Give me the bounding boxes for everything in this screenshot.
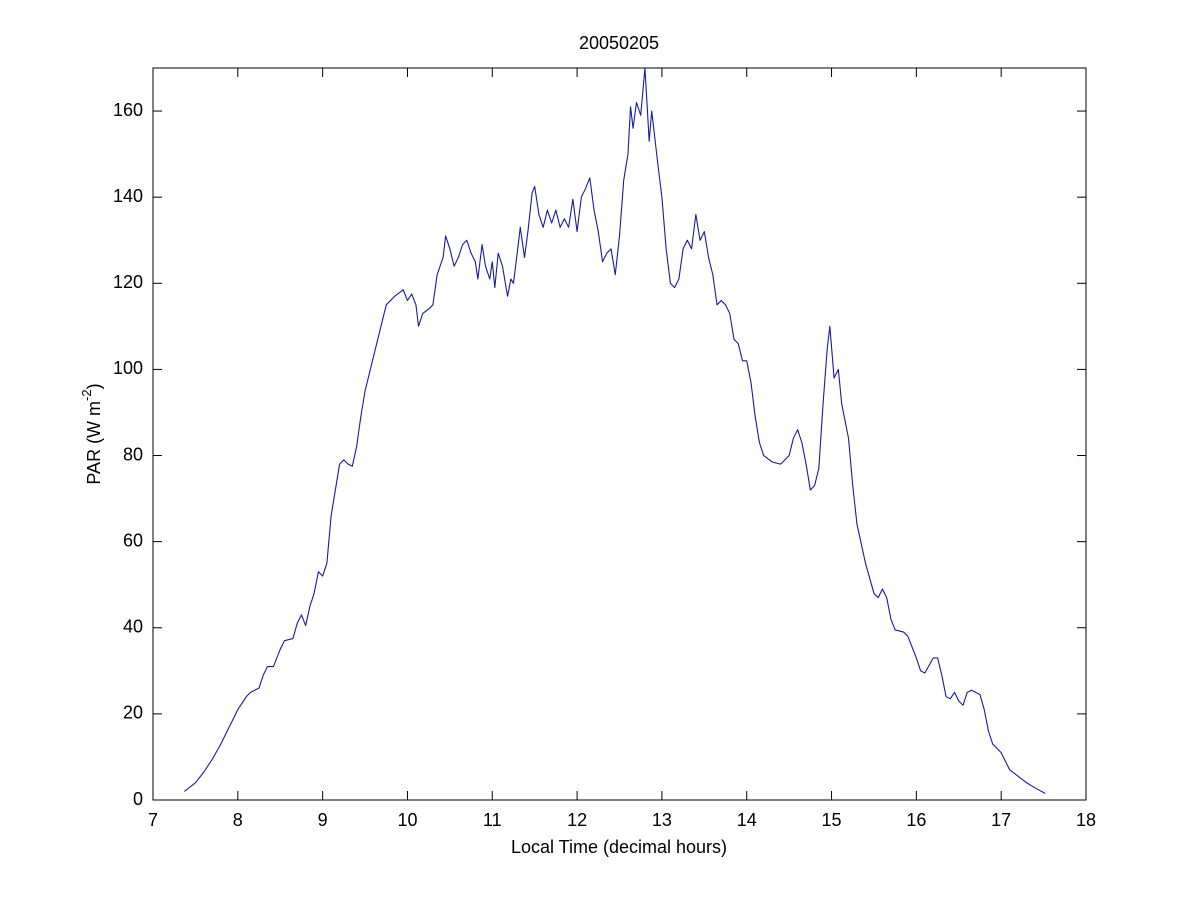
y-axis-label-text: PAR (W m (84, 401, 104, 485)
x-tick-label: 12 (567, 810, 587, 830)
x-tick-label: 13 (652, 810, 672, 830)
chart-title: 20050205 (579, 33, 659, 53)
x-tick-label: 14 (737, 810, 757, 830)
plot-frame (152, 67, 1087, 801)
x-axis-label: Local Time (decimal hours) (511, 837, 727, 857)
x-tick-label: 18 (1076, 810, 1096, 830)
y-axis-label-end: ) (84, 383, 104, 389)
y-tick-label: 100 (113, 358, 143, 378)
y-axis-label-sup: -2 (79, 389, 94, 401)
x-tick-label: 16 (906, 810, 926, 830)
data-line (184, 67, 1046, 795)
y-tick-label: 80 (123, 444, 143, 464)
x-tick-label: 8 (233, 810, 243, 830)
x-tick-label: 7 (148, 810, 158, 830)
y-tick-label: 140 (113, 186, 143, 206)
x-tick-label: 9 (318, 810, 328, 830)
y-tick-label: 120 (113, 272, 143, 292)
x-tick-label: 17 (991, 810, 1011, 830)
x-tick-label: 11 (483, 810, 502, 830)
y-tick-label: 20 (123, 703, 143, 723)
x-tick-label: 15 (822, 810, 842, 830)
y-tick-label: 0 (133, 789, 143, 809)
y-tick-label: 160 (113, 100, 143, 120)
y-axis-label: PAR (W m-2) (79, 383, 103, 484)
y-tick-label: 60 (123, 530, 143, 550)
x-tick-label: 10 (397, 810, 417, 830)
y-tick-label: 40 (123, 617, 143, 637)
